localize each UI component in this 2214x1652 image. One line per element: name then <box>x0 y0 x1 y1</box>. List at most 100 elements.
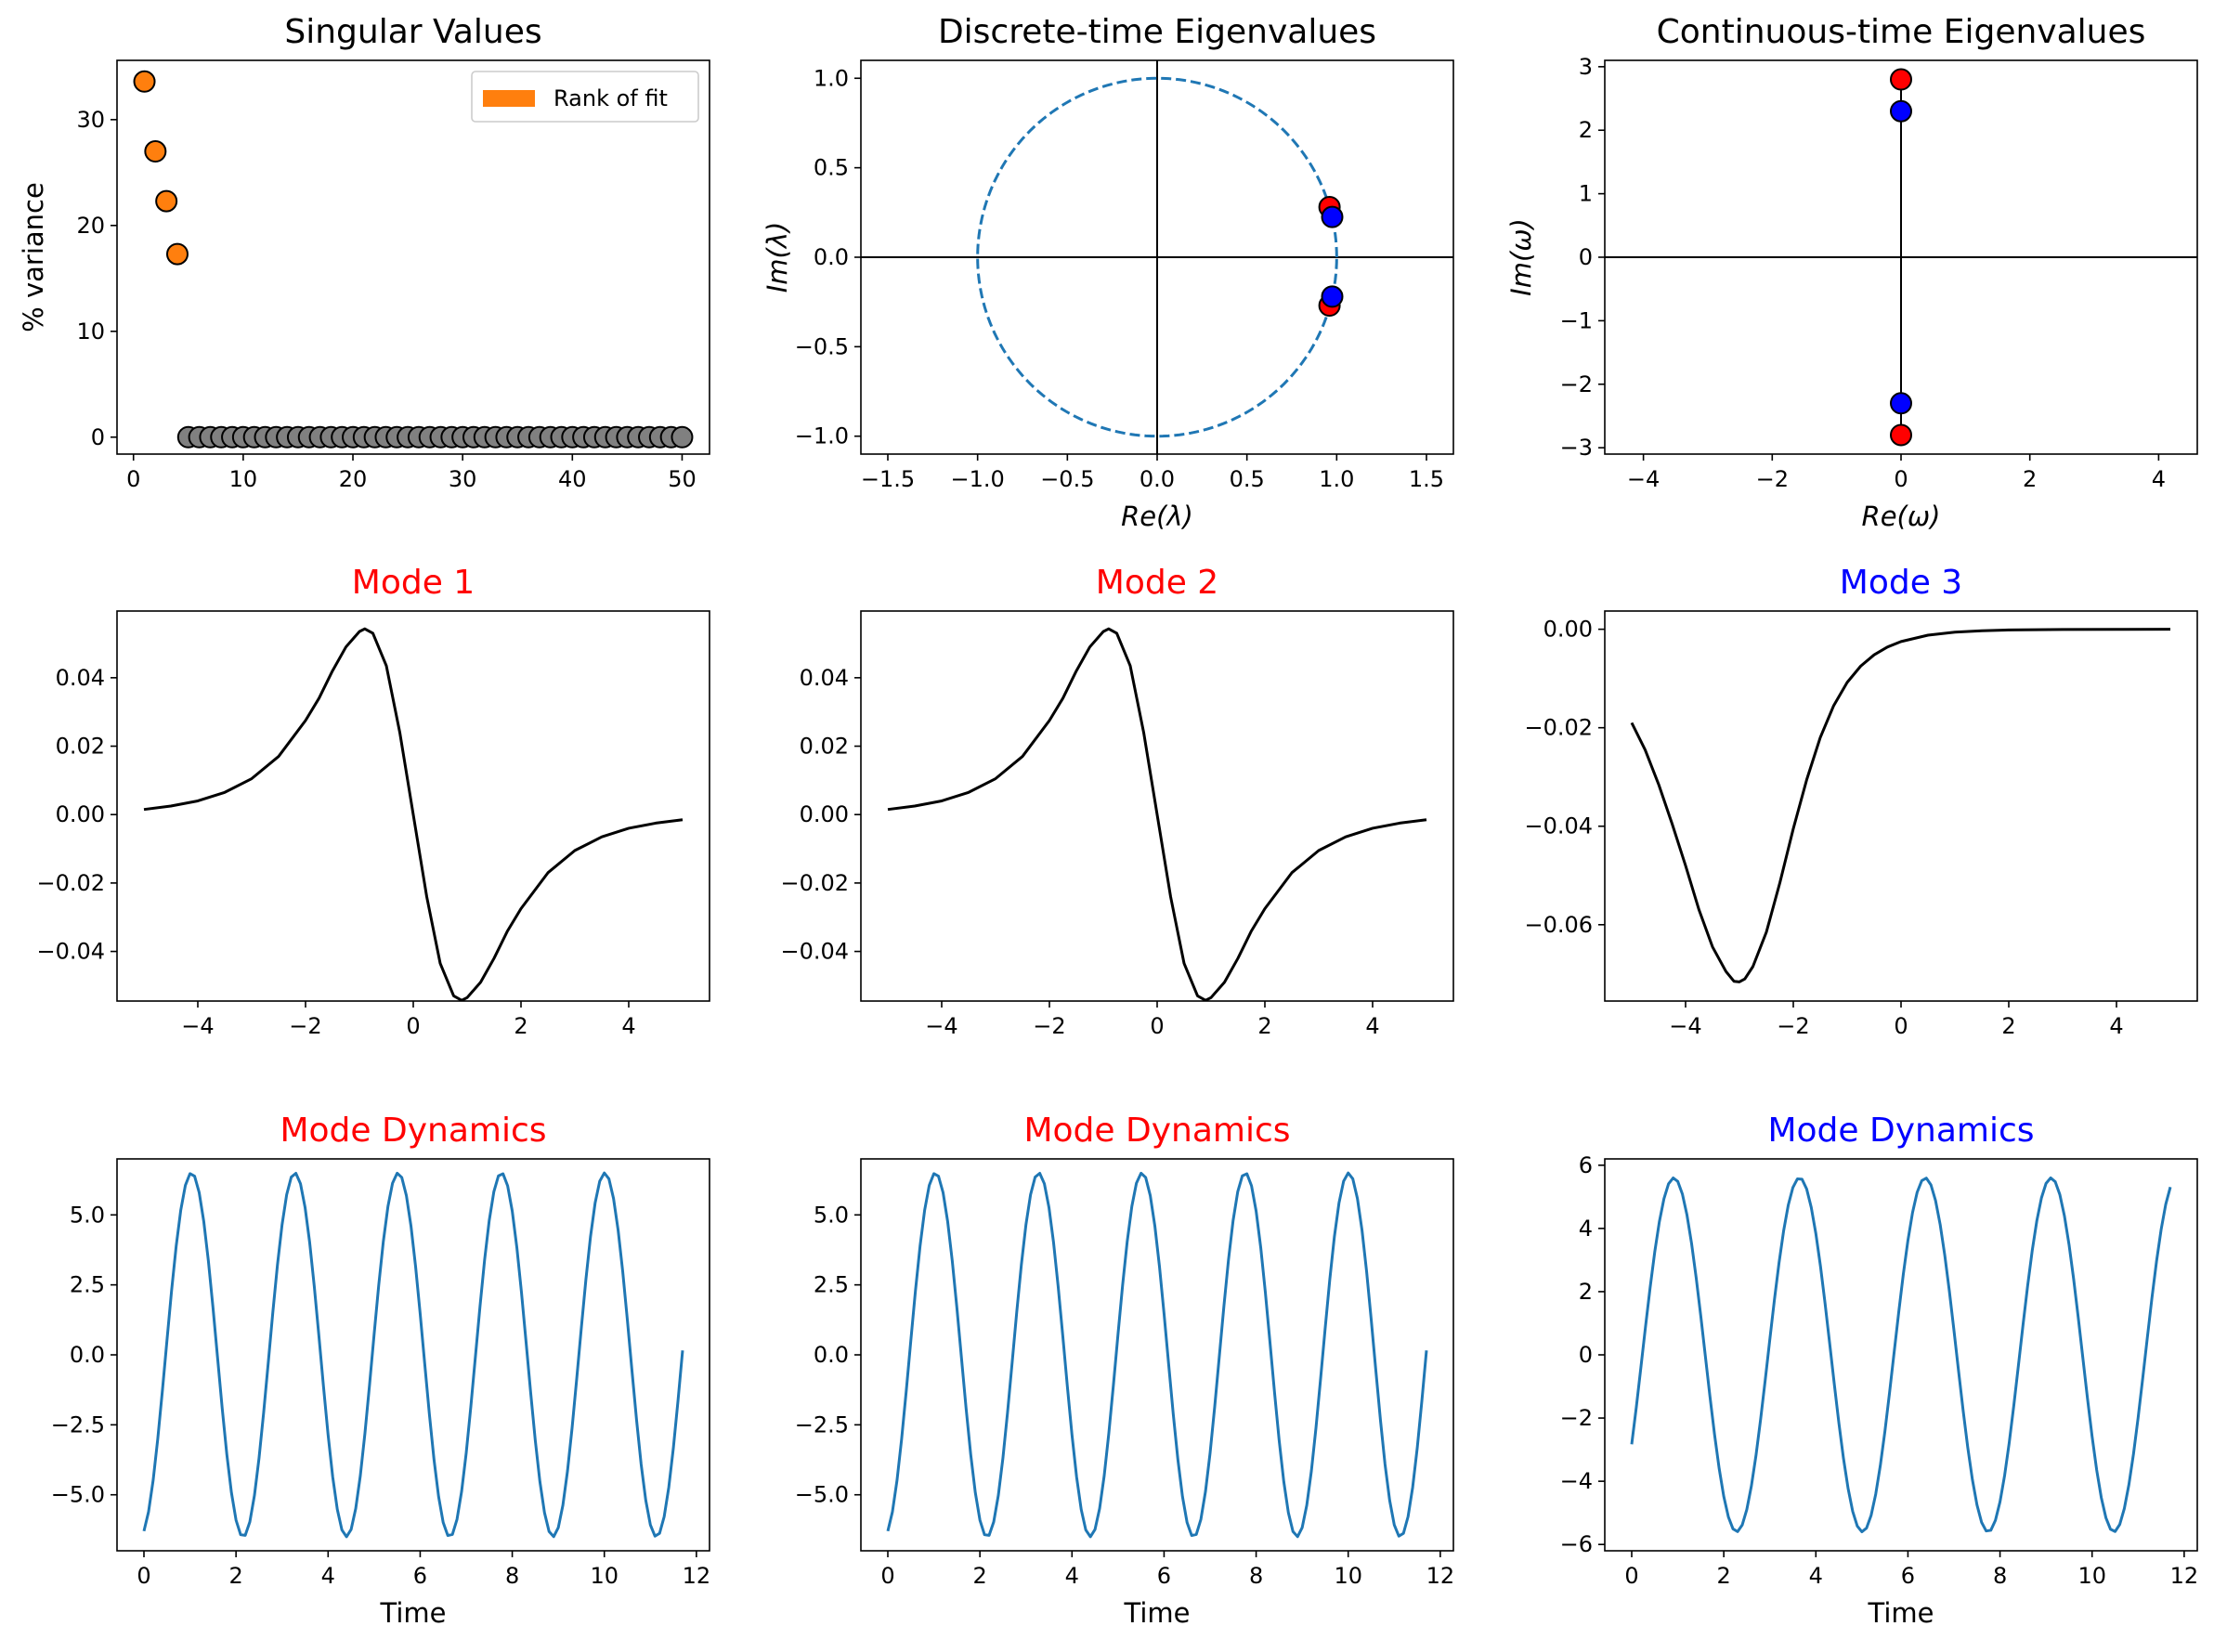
x-tick-label: 2 <box>973 1563 987 1589</box>
y-tick-label: 0.00 <box>56 801 105 827</box>
y-tick-label: −5.0 <box>795 1482 849 1508</box>
x-tick-label: 2 <box>1717 1563 1731 1589</box>
y-axis-label: Im(ω) <box>1505 218 1537 296</box>
plot-area <box>861 60 1453 454</box>
series-line-oscillation <box>142 1171 684 1539</box>
y-tick-label: 2 <box>1579 1279 1593 1305</box>
x-tick-label: 8 <box>1249 1563 1263 1589</box>
y-axis-label: % variance <box>18 182 49 332</box>
x-tick-label: 6 <box>1901 1563 1915 1589</box>
y-tick-label: 1.0 <box>814 65 849 91</box>
x-tick-label: 12 <box>683 1563 711 1589</box>
x-tick-label: 40 <box>558 466 587 492</box>
y-tick-label: −0.04 <box>36 939 105 965</box>
x-tick-label: 0 <box>406 1013 420 1039</box>
x-tick-label: 4 <box>321 1563 335 1589</box>
chart-panel-singular-values: Singular Values 0 10 20 30 40 50 0 10 20 30 % varia… <box>18 13 710 492</box>
x-tick-label: 2 <box>2001 1013 2015 1039</box>
axes-frame <box>860 59 1454 455</box>
x-tick-label: 4 <box>621 1013 635 1039</box>
y-tick-label: 0.02 <box>800 734 849 760</box>
x-tick-label: 20 <box>339 466 368 492</box>
y-tick-label: −1.0 <box>795 423 849 449</box>
chart-title: Mode Dynamics <box>280 1112 546 1150</box>
x-axis-label: Time <box>1124 1597 1191 1629</box>
x-axis-label: Re(λ) <box>1121 501 1193 532</box>
series-line-mode-shape <box>143 627 684 1001</box>
y-tick-label: 0.0 <box>814 244 849 270</box>
x-tick-label: 12 <box>2170 1563 2199 1589</box>
y-tick-label: −0.04 <box>1524 813 1593 839</box>
y-tick-label: 0.0 <box>70 1342 105 1368</box>
data-point-modes-1-2 <box>1890 423 1912 447</box>
x-tick-label: 4 <box>2109 1013 2123 1039</box>
x-tick-label: 1.5 <box>1409 466 1444 492</box>
x-tick-label: −2 <box>1033 1013 1065 1039</box>
y-tick-label: −2.5 <box>51 1411 105 1437</box>
y-tick-label: 1 <box>1579 181 1593 207</box>
y-tick-label: 10 <box>76 319 105 345</box>
data-point-modes-1-2 <box>1890 68 1912 91</box>
x-tick-label: 0 <box>126 466 140 492</box>
x-tick-label: 2 <box>229 1563 243 1589</box>
y-tick-label: 5.0 <box>70 1202 105 1228</box>
chart-title: Mode Dynamics <box>1767 1112 2034 1150</box>
chart-panel-mode-3: Mode 3 −4 −2 0 2 4 −0.06 −0.04 −0.02 0.00 <box>1524 564 2198 1039</box>
plot-area <box>1630 628 2171 983</box>
axes-frame <box>860 610 1454 1002</box>
y-tick-label: 2 <box>1579 117 1593 143</box>
axes-frame <box>116 59 710 455</box>
series-line-oscillation <box>1630 1176 2172 1534</box>
chart-panel-continuous-eigenvalues: Continuous-time Eigenvalues −4 −2 0 2 4 −3 −2 −1… <box>1505 13 2198 532</box>
x-tick-label: 0.5 <box>1230 466 1265 492</box>
x-tick-label: −2 <box>1756 466 1789 492</box>
y-tick-label: −2 <box>1560 1405 1593 1431</box>
y-tick-label: 0.0 <box>814 1342 849 1368</box>
axes-frame <box>1604 1158 2198 1552</box>
y-tick-label: 0.04 <box>56 665 105 691</box>
data-point-rank-of-fit <box>144 140 167 163</box>
chart-title: Mode 3 <box>1840 564 1962 602</box>
x-tick-label: 0 <box>1894 1013 1908 1039</box>
axes-frame <box>116 610 710 1002</box>
x-tick-label: 4 <box>1065 1563 1079 1589</box>
plot-area <box>886 1171 1428 1539</box>
y-tick-label: 3 <box>1579 54 1593 80</box>
y-tick-label: 20 <box>76 213 105 239</box>
y-tick-label: −6 <box>1560 1531 1593 1557</box>
unit-circle <box>976 76 1338 438</box>
x-axis-label: Time <box>380 1597 447 1629</box>
y-tick-label: −0.02 <box>36 870 105 896</box>
y-tick-label: 0 <box>1579 244 1593 270</box>
chart-panel-mode-2: Mode 2 −4 −2 0 2 4 −0.04 −0.02 0.00 0.02 0.04 <box>780 564 1454 1039</box>
x-tick-label: 0 <box>880 1563 894 1589</box>
y-tick-label: 6 <box>1579 1152 1593 1178</box>
y-tick-label: −0.02 <box>780 870 849 896</box>
x-axis-label: Time <box>1868 1597 1934 1629</box>
x-tick-label: 10 <box>2077 1563 2106 1589</box>
y-tick-label: −2.5 <box>795 1411 849 1437</box>
chart-title: Discrete-time Eigenvalues <box>938 13 1376 51</box>
x-tick-label: 6 <box>413 1563 427 1589</box>
x-tick-label: −2 <box>289 1013 321 1039</box>
plot-area <box>1630 1176 2172 1534</box>
series-line-mode-shape <box>1630 628 2171 983</box>
x-tick-label: 0 <box>1894 466 1908 492</box>
chart-panel-dynamics-2: Mode Dynamics 0 2 4 6 8 10 12 −5.0 −2.5 0.0 2.5 5.0 T… <box>795 1112 1454 1629</box>
x-tick-label: 1.0 <box>1319 466 1354 492</box>
data-point-mode-3 <box>1321 205 1344 228</box>
y-tick-label: −5.0 <box>51 1482 105 1508</box>
x-tick-label: 2 <box>514 1013 527 1039</box>
legend-box <box>471 71 699 123</box>
y-tick-label: −0.5 <box>795 333 849 359</box>
y-tick-label: 0 <box>1579 1342 1593 1368</box>
x-tick-label: 10 <box>1334 1563 1362 1589</box>
y-tick-label: −3 <box>1560 435 1593 461</box>
y-tick-label: −0.06 <box>1524 912 1593 938</box>
y-tick-label: 30 <box>76 107 105 133</box>
y-tick-label: 0.00 <box>800 801 849 827</box>
plot-area <box>887 627 1427 1001</box>
plot-area <box>1605 79 2197 436</box>
chart-panel-discrete-eigenvalues: Discrete-time Eigenvalues −1.5 −1.0 −0.5 0.0… <box>762 13 1454 532</box>
